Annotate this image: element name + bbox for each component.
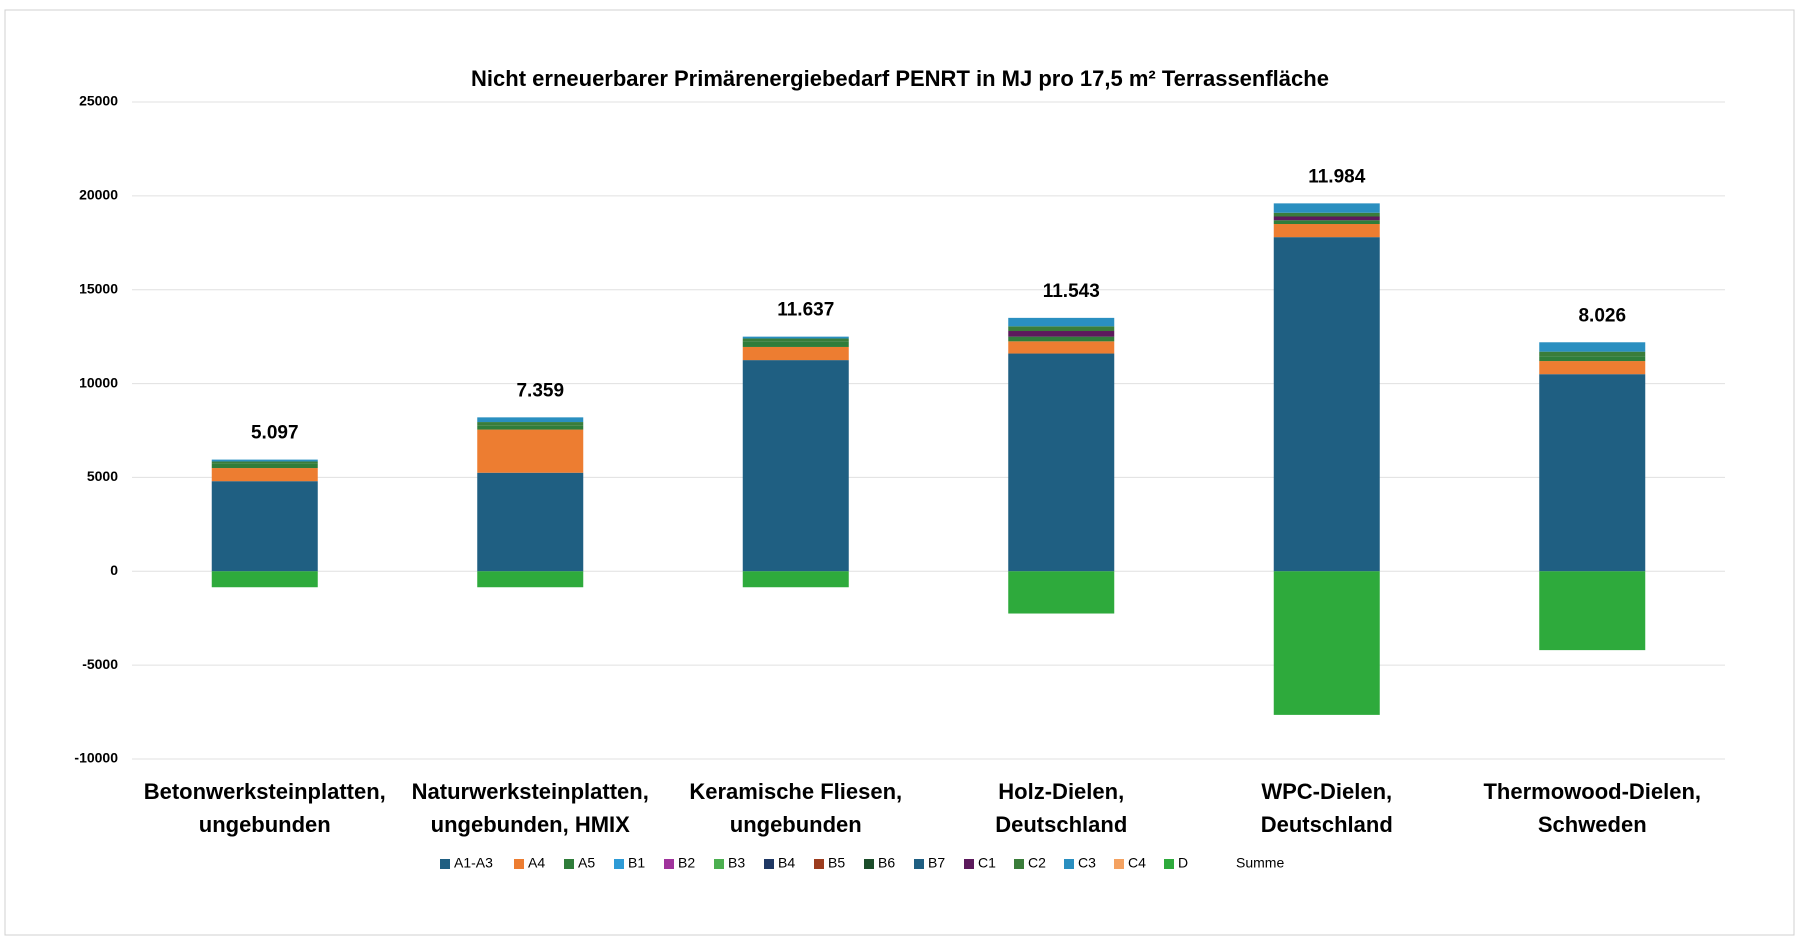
- bar-segment: [1008, 326, 1115, 332]
- bar-segment: [211, 481, 318, 572]
- bar-segment: [1539, 342, 1646, 352]
- legend-label: D: [1178, 855, 1188, 871]
- bar-segment: [477, 425, 584, 430]
- legend-swatch: [564, 859, 574, 869]
- bar-segment: [1273, 224, 1380, 238]
- bar-segment: [211, 468, 318, 482]
- bar-segment: [211, 571, 318, 588]
- data-label: 11.637: [777, 300, 834, 321]
- legend-label: C2: [1028, 855, 1046, 871]
- bar-segment: [1273, 216, 1380, 221]
- bar-segment: [1539, 361, 1646, 375]
- bar-segment: [211, 461, 318, 464]
- bar-segment: [1539, 356, 1646, 362]
- legend-label: A5: [578, 855, 595, 871]
- legend-swatch: [514, 859, 524, 869]
- bar-segment: [1008, 336, 1115, 342]
- bar-segment: [1008, 341, 1115, 354]
- legend-label: B6: [878, 855, 895, 871]
- bar-segment: [1273, 571, 1380, 715]
- bar-segment: [742, 360, 849, 572]
- legend-swatch: [614, 859, 624, 869]
- bar-segment: [1008, 331, 1115, 337]
- y-tick-label: 25000: [79, 93, 118, 109]
- bar-segment: [742, 338, 849, 342]
- bar-segment: [477, 429, 584, 473]
- bar-segment: [1273, 237, 1380, 572]
- legend-swatch: [914, 859, 924, 869]
- y-tick-label: -5000: [82, 656, 118, 672]
- legend-swatch: [1064, 859, 1074, 869]
- x-tick-label: Keramische Fliesen, ungebunden: [689, 779, 902, 837]
- legend-swatch: [964, 859, 974, 869]
- bar-segment: [1539, 351, 1646, 357]
- legend-label: B5: [828, 855, 845, 871]
- legend-label: B3: [728, 855, 745, 871]
- legend-swatch: [1164, 859, 1174, 869]
- x-tick-label: Betonwerksteinplatten, ungebunden: [144, 779, 386, 837]
- data-label: 11.543: [1043, 281, 1100, 302]
- legend-swatch: [814, 859, 824, 869]
- data-label: 11.984: [1308, 166, 1365, 187]
- y-tick-label: 15000: [79, 280, 118, 296]
- legend-label: B7: [928, 855, 945, 871]
- y-tick-label: -10000: [74, 750, 118, 766]
- bar-segment: [742, 346, 849, 361]
- data-label: 5.097: [251, 423, 299, 444]
- bar-segment: [1008, 317, 1115, 327]
- bar-segment: [477, 417, 584, 423]
- bar-segment: [1539, 571, 1646, 651]
- legend-label: C3: [1078, 855, 1096, 871]
- bar-segment: [1008, 571, 1115, 614]
- legend-swatch: [864, 859, 874, 869]
- legend-label: A4: [528, 855, 545, 871]
- y-tick-label: 10000: [79, 374, 118, 390]
- y-tick-label: 0: [110, 562, 118, 578]
- legend-label: B4: [778, 855, 795, 871]
- legend-swatch: [1114, 859, 1124, 869]
- legend-label: Summe: [1236, 855, 1284, 871]
- chart-title: Nicht erneuerbarer Primärenergiebedarf P…: [471, 66, 1329, 91]
- bar-segment: [1273, 220, 1380, 225]
- x-tick-label: Naturwerksteinplatten, ungebunden, HMIX: [412, 779, 649, 837]
- bar-segment: [742, 341, 849, 347]
- bar-segment: [1539, 374, 1646, 572]
- bar-segment: [477, 472, 584, 572]
- data-label: 7.359: [516, 380, 564, 401]
- x-tick-label: Thermowood-Dielen, Schweden: [1483, 779, 1701, 837]
- legend-swatch: [1014, 859, 1024, 869]
- legend-swatch: [714, 859, 724, 869]
- bar-segment: [742, 336, 849, 339]
- data-label: 8.026: [1578, 305, 1626, 326]
- bar-segment: [742, 571, 849, 588]
- bar-segment: [1273, 203, 1380, 213]
- legend-label: C1: [978, 855, 996, 871]
- bar-segment: [211, 463, 318, 469]
- bar-segment: [477, 571, 584, 588]
- bar-segment: [477, 422, 584, 426]
- y-tick-label: 5000: [87, 468, 118, 484]
- bar-segment: [1008, 353, 1115, 572]
- y-tick-label: 20000: [79, 187, 118, 203]
- legend-swatch: [764, 859, 774, 869]
- bar-segment: [1273, 212, 1380, 217]
- x-tick-label: WPC-Dielen, Deutschland: [1261, 779, 1393, 837]
- legend-label: B1: [628, 855, 645, 871]
- legend-swatch: [440, 859, 450, 869]
- x-tick-label: Holz-Dielen, Deutschland: [995, 779, 1127, 837]
- legend-label: C4: [1128, 855, 1146, 871]
- legend-label: A1-A3: [454, 855, 493, 871]
- legend-label: B2: [678, 855, 695, 871]
- bar-segment: [211, 459, 318, 462]
- legend-swatch: [664, 859, 674, 869]
